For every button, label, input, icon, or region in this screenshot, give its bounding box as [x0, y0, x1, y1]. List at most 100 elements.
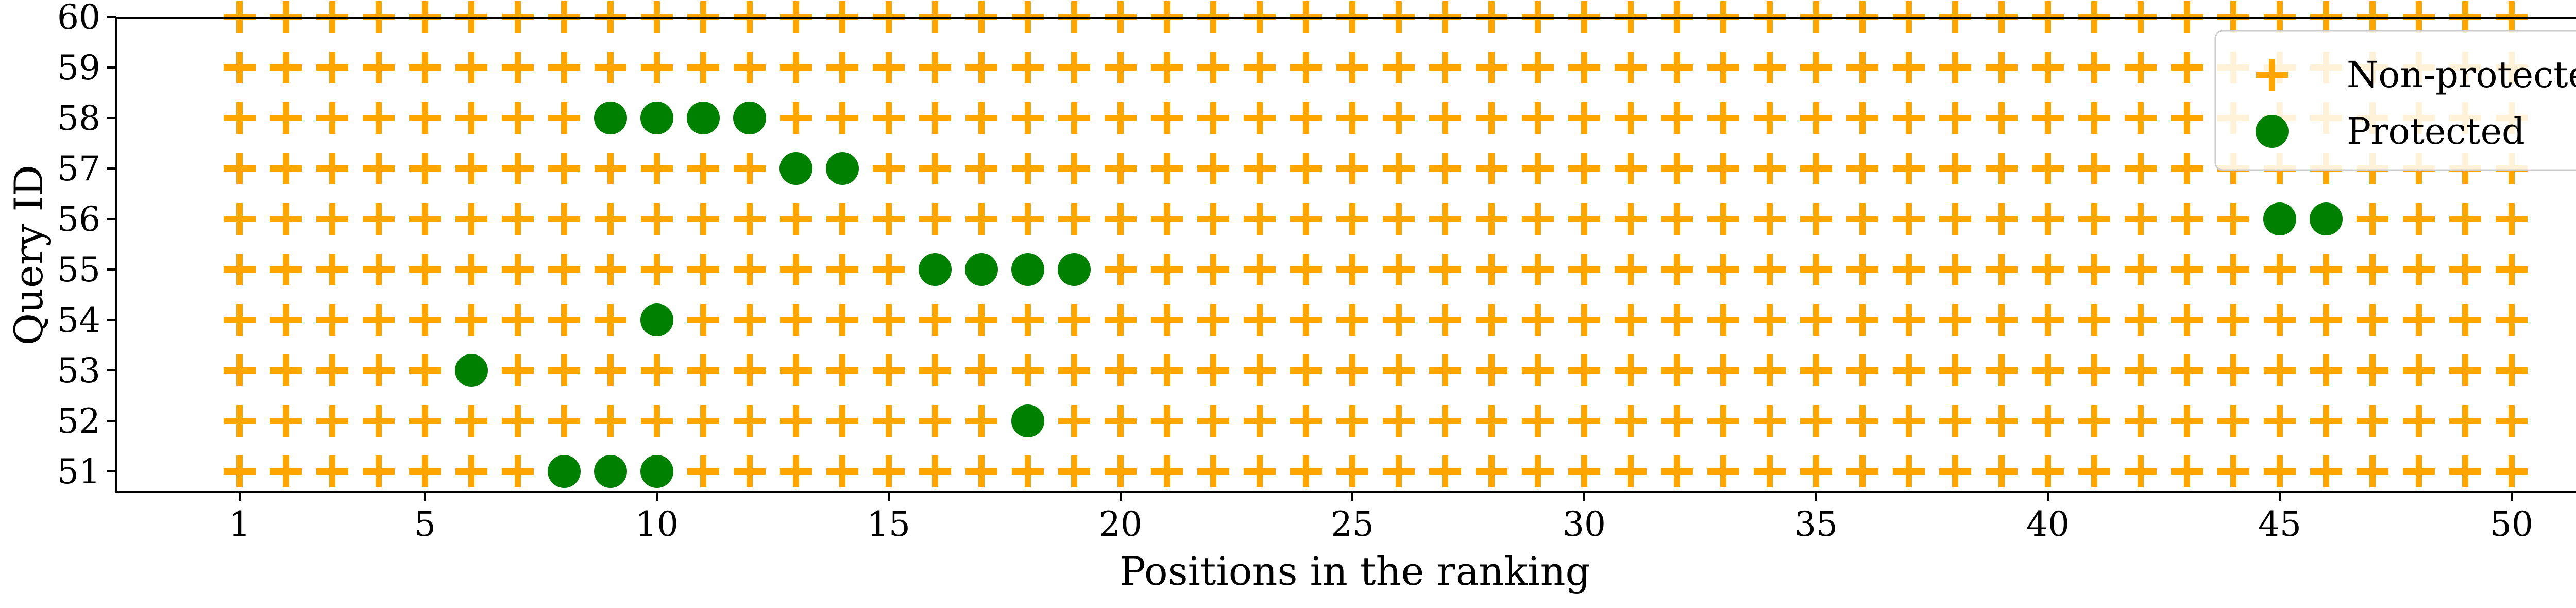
non-protected-point	[1800, 455, 1832, 487]
non-protected-point	[2357, 254, 2388, 285]
non-protected-point	[1476, 153, 1507, 184]
non-protected-point	[1429, 102, 1461, 134]
non-protected-point	[780, 304, 812, 336]
non-protected-point	[780, 102, 812, 134]
y-tick-label: 60	[57, 0, 100, 37]
non-protected-point	[2032, 354, 2064, 386]
non-protected-point	[2032, 304, 2064, 336]
non-protected-point	[2310, 304, 2342, 336]
non-protected-point	[734, 354, 766, 386]
non-protected-point	[316, 102, 348, 134]
protected-point	[640, 102, 673, 134]
non-protected-point	[409, 52, 441, 83]
non-protected-point	[1661, 455, 1693, 487]
non-protected-point	[826, 354, 858, 386]
non-protected-point	[1893, 455, 1925, 487]
non-protected-point	[780, 52, 812, 83]
legend-label-protected: Protected	[2347, 110, 2525, 153]
non-protected-point	[316, 153, 348, 184]
non-protected-point	[873, 455, 905, 487]
non-protected-point	[1290, 455, 1322, 487]
non-protected-point	[1429, 254, 1461, 285]
non-protected-point	[641, 405, 673, 437]
non-protected-point	[965, 304, 997, 336]
non-protected-point	[1058, 52, 1090, 83]
non-protected-point	[780, 455, 812, 487]
non-protected-point	[780, 354, 812, 386]
non-protected-point	[1846, 455, 1878, 487]
non-protected-point	[1429, 203, 1461, 235]
non-protected-point	[2171, 455, 2203, 487]
non-protected-point	[502, 254, 534, 285]
non-protected-point	[2217, 254, 2249, 285]
non-protected-point	[1754, 203, 1786, 235]
non-protected-point	[502, 153, 534, 184]
non-protected-point	[2171, 52, 2203, 83]
plot-marks	[224, 1, 2528, 488]
non-protected-point	[1707, 304, 1739, 336]
non-protected-point	[919, 102, 951, 134]
non-protected-point	[2310, 455, 2342, 487]
non-protected-point	[1383, 405, 1415, 437]
non-protected-point	[2125, 203, 2157, 235]
non-protected-point	[595, 52, 626, 83]
protected-point	[2310, 202, 2343, 235]
non-protected-point	[363, 102, 395, 134]
non-protected-point	[1151, 354, 1183, 386]
non-protected-point	[1429, 405, 1461, 437]
non-protected-point	[1846, 153, 1878, 184]
non-protected-point	[734, 203, 766, 235]
non-protected-point	[1197, 354, 1229, 386]
non-protected-point	[316, 203, 348, 235]
non-protected-point	[2496, 254, 2528, 285]
non-protected-point	[2217, 354, 2249, 386]
non-protected-point	[363, 455, 395, 487]
non-protected-point	[1615, 405, 1647, 437]
non-protected-point	[1105, 102, 1137, 134]
non-protected-point	[316, 254, 348, 285]
non-protected-point	[1151, 304, 1183, 336]
x-tick-label: 45	[2258, 504, 2301, 544]
non-protected-point	[1615, 203, 1647, 235]
legend-marker-protected	[2256, 115, 2289, 148]
non-protected-point	[1290, 354, 1322, 386]
non-protected-point	[1939, 455, 1971, 487]
non-protected-point	[873, 354, 905, 386]
non-protected-point	[1707, 203, 1739, 235]
non-protected-point	[1336, 102, 1368, 134]
non-protected-point	[2449, 203, 2481, 235]
non-protected-point	[1290, 102, 1322, 134]
non-protected-point	[1568, 304, 1600, 336]
non-protected-point	[1197, 102, 1229, 134]
non-protected-point	[1986, 405, 2018, 437]
non-protected-point	[1012, 304, 1044, 336]
non-protected-point	[363, 52, 395, 83]
y-tick-label: 57	[57, 149, 100, 189]
non-protected-point	[1568, 153, 1600, 184]
non-protected-point	[2449, 455, 2481, 487]
non-protected-point	[502, 354, 534, 386]
non-protected-point	[548, 52, 580, 83]
non-protected-point	[1476, 455, 1507, 487]
non-protected-point	[2032, 153, 2064, 184]
non-protected-point	[826, 254, 858, 285]
non-protected-point	[1197, 405, 1229, 437]
non-protected-point	[1244, 153, 1276, 184]
non-protected-point	[2403, 354, 2435, 386]
non-protected-point	[2078, 203, 2110, 235]
non-protected-point	[1568, 254, 1600, 285]
non-protected-point	[409, 304, 441, 336]
non-protected-point	[1476, 254, 1507, 285]
non-protected-point	[1661, 153, 1693, 184]
non-protected-point	[1846, 102, 1878, 134]
non-protected-point	[2217, 304, 2249, 336]
x-tick-label: 15	[867, 504, 910, 544]
non-protected-point	[2125, 304, 2157, 336]
non-protected-point	[687, 52, 719, 83]
non-protected-point	[1754, 102, 1786, 134]
y-tick-label: 51	[57, 452, 100, 492]
non-protected-point	[1754, 405, 1786, 437]
non-protected-point	[2078, 254, 2110, 285]
y-axis-ticks: 51 52 53 54 55 56 57 58 59 60	[57, 0, 116, 492]
non-protected-point	[780, 254, 812, 285]
